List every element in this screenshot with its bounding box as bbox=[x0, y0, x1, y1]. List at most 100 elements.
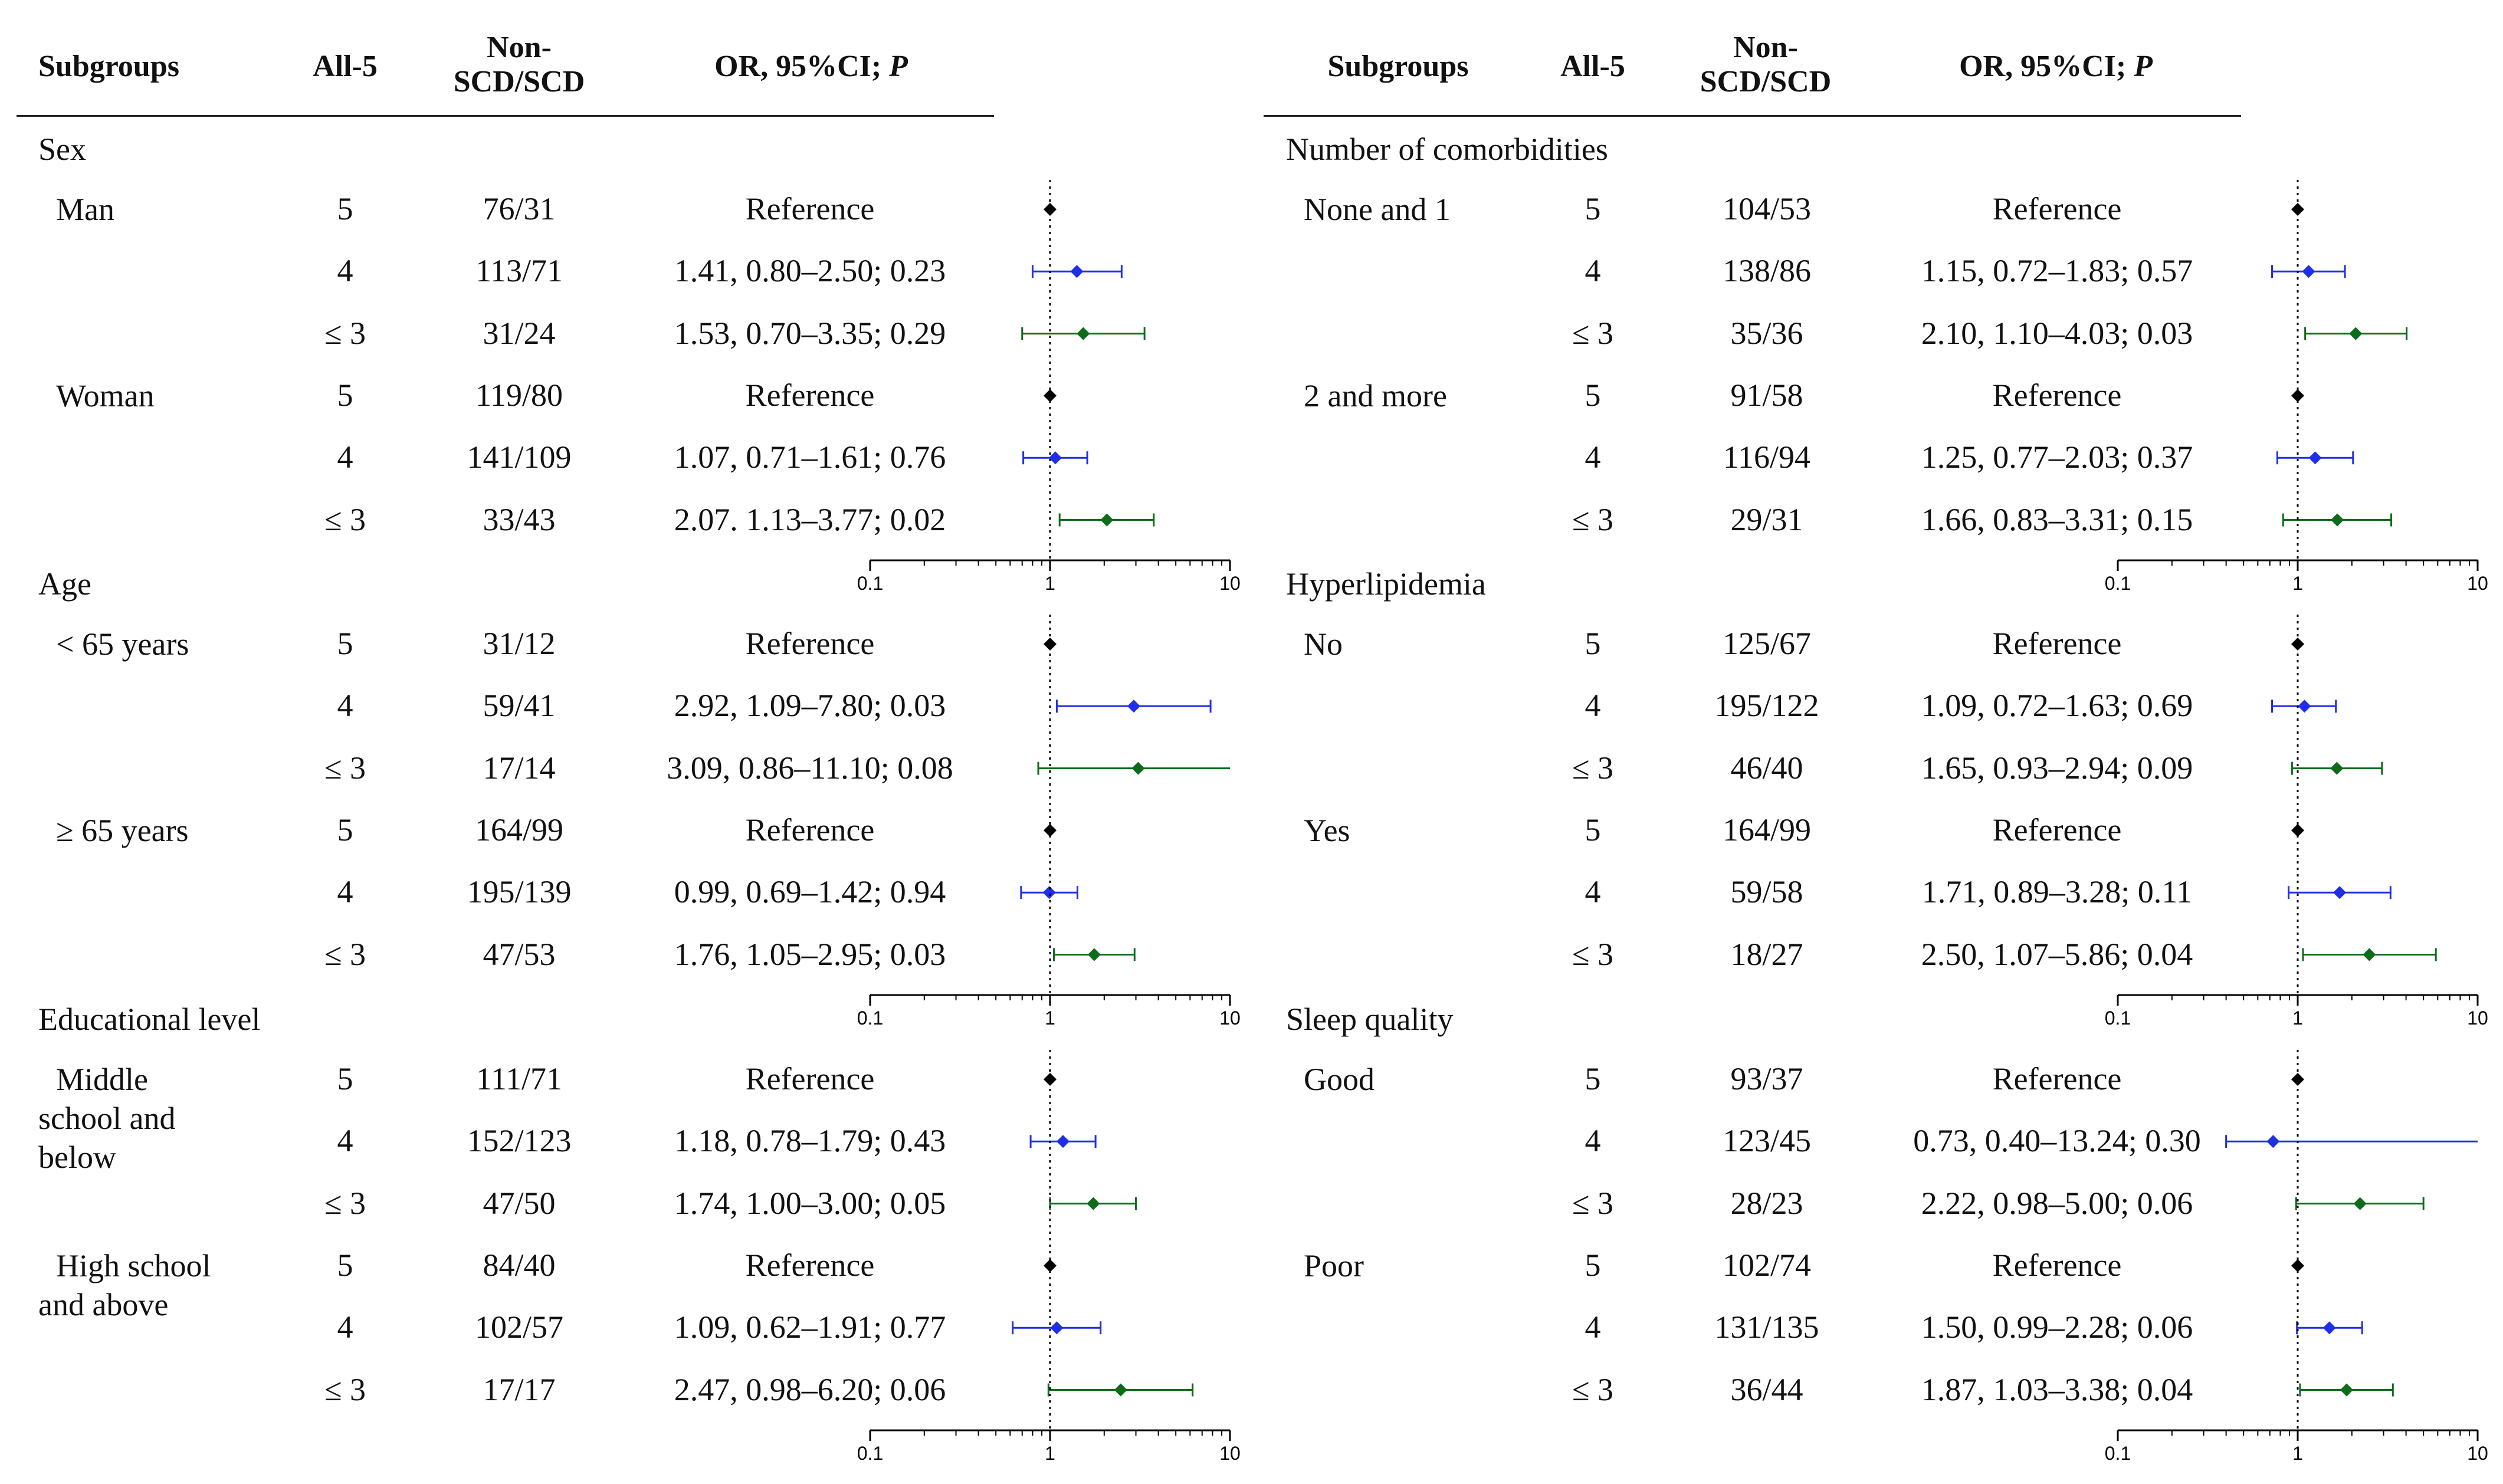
subgroup-label: None and 1 bbox=[1304, 190, 1451, 229]
all5-value: 4 bbox=[1585, 1309, 1601, 1345]
or-ci-p-value: 1.07, 0.71–1.61; 0.76 bbox=[674, 439, 946, 475]
or-ci-p-value: Reference bbox=[745, 191, 875, 226]
all5-value: ≤ 3 bbox=[324, 936, 366, 972]
or-ci-p-value: Reference bbox=[1992, 812, 2122, 848]
all5-value: ≤ 3 bbox=[324, 315, 366, 351]
all5-value: 4 bbox=[337, 439, 353, 475]
or-ci-p-value: 1.18, 0.78–1.79; 0.43 bbox=[674, 1123, 946, 1159]
subgroup-label: Poor bbox=[1304, 1246, 1364, 1285]
subgroup-label-line: Woman bbox=[56, 377, 155, 413]
x-tick-label: 10 bbox=[1219, 573, 1241, 594]
or-point bbox=[1087, 1197, 1100, 1210]
or-point bbox=[1070, 265, 1084, 278]
header-or: OR, 95%CI; P bbox=[631, 50, 991, 84]
nonscd-scd-count: 76/31 bbox=[483, 191, 556, 226]
nonscd-scd-count: 33/43 bbox=[483, 501, 556, 537]
header-nonscd-right: Non- SCD/SCD bbox=[1671, 31, 1860, 99]
or-point bbox=[1077, 327, 1090, 340]
all5-value: 5 bbox=[337, 1247, 353, 1283]
subgroup-label-line: Good bbox=[1304, 1062, 1374, 1097]
nonscd-scd-count: 125/67 bbox=[1722, 626, 1811, 661]
nonscd-scd-count: 119/80 bbox=[475, 377, 563, 413]
or-ci-p-value: 1.15, 0.72–1.83; 0.57 bbox=[1921, 253, 2193, 289]
x-tick-label: 1 bbox=[2292, 1007, 2303, 1029]
reference-marker bbox=[2291, 1073, 2304, 1086]
nonscd-scd-count: 195/122 bbox=[1714, 688, 1819, 724]
nonscd-scd-count: 195/139 bbox=[467, 874, 572, 910]
subgroup-label-line: Man bbox=[56, 192, 114, 227]
or-point bbox=[2340, 1383, 2353, 1397]
header-or-right-p: P bbox=[2134, 50, 2153, 83]
x-tick-label: 0.1 bbox=[857, 1007, 883, 1029]
section-title: Educational level bbox=[38, 1002, 261, 1037]
subgroup-label-line: 2 and more bbox=[1304, 377, 1447, 413]
nonscd-scd-count: 59/41 bbox=[483, 688, 556, 724]
x-tick-label: 10 bbox=[2467, 1007, 2488, 1029]
all5-value: 4 bbox=[1585, 1123, 1601, 1159]
all5-value: 5 bbox=[337, 626, 353, 661]
or-ci-p-value: 0.99, 0.69–1.42; 0.94 bbox=[674, 874, 946, 910]
x-tick-label: 0.1 bbox=[2105, 1443, 2131, 1464]
subgroup-label-line: No bbox=[1304, 626, 1343, 662]
subgroup-label: < 65 years bbox=[56, 625, 189, 664]
or-point bbox=[2330, 761, 2344, 775]
or-point bbox=[1114, 1383, 1127, 1397]
all5-value: 5 bbox=[1585, 626, 1601, 661]
or-point bbox=[2298, 700, 2311, 713]
header-all5: All-5 bbox=[313, 50, 378, 83]
reference-marker bbox=[1044, 203, 1057, 216]
subgroup-label-line: Yes bbox=[1304, 812, 1350, 848]
or-ci-p-value: 1.66, 0.83–3.31; 0.15 bbox=[1921, 501, 2193, 537]
or-point bbox=[1048, 451, 1062, 465]
or-ci-p-value: 2.10, 1.10–4.03; 0.03 bbox=[1921, 315, 2193, 351]
or-ci-p-value: Reference bbox=[1992, 1061, 2122, 1096]
all5-value: 5 bbox=[337, 1061, 353, 1096]
nonscd-scd-count: 138/86 bbox=[1722, 253, 1811, 289]
nonscd-scd-count: 91/58 bbox=[1730, 377, 1803, 413]
x-tick-label: 1 bbox=[1045, 573, 1055, 594]
or-point bbox=[1050, 1321, 1064, 1335]
nonscd-scd-count: 93/37 bbox=[1730, 1061, 1803, 1096]
all5-value: 4 bbox=[1585, 688, 1601, 724]
or-ci-p-value: Reference bbox=[745, 812, 875, 848]
nonscd-scd-count: 164/99 bbox=[1722, 812, 1811, 848]
subgroup-label: No bbox=[1304, 625, 1343, 664]
all5-value: 4 bbox=[337, 253, 353, 289]
or-ci-p-value: Reference bbox=[1992, 1247, 2122, 1283]
subgroup-label: Middle school and below bbox=[38, 1060, 175, 1177]
or-point bbox=[1131, 761, 1145, 775]
nonscd-scd-count: 141/109 bbox=[467, 439, 572, 475]
section-title: Sleep quality bbox=[1286, 1002, 1454, 1037]
x-tick-label: 0.1 bbox=[857, 1443, 883, 1464]
all5-value: ≤ 3 bbox=[1572, 1185, 1614, 1221]
subgroup-label: High school and above bbox=[38, 1246, 211, 1324]
all5-value: 5 bbox=[1585, 812, 1601, 848]
all5-value: 5 bbox=[1585, 1061, 1601, 1096]
or-ci-p-value: 1.53, 0.70–3.35; 0.29 bbox=[674, 315, 946, 351]
or-point bbox=[2363, 948, 2376, 961]
or-point bbox=[2322, 1321, 2336, 1335]
x-tick-label: 1 bbox=[2292, 1443, 2303, 1464]
subgroup-label: ≥ 65 years bbox=[56, 811, 189, 850]
subgroup-label-line: below bbox=[38, 1140, 116, 1175]
header-or-right-text: OR, 95%CI; bbox=[1959, 50, 2134, 83]
all5-value: ≤ 3 bbox=[324, 750, 366, 786]
or-ci-p-value: 1.09, 0.72–1.63; 0.69 bbox=[1921, 688, 2193, 724]
or-ci-p-value: Reference bbox=[745, 626, 875, 661]
or-ci-p-value: 1.71, 0.89–3.28; 0.11 bbox=[1921, 874, 2193, 910]
all5-value: ≤ 3 bbox=[1572, 750, 1614, 786]
header-nonscd-line1: Non- bbox=[487, 31, 552, 64]
or-ci-p-value: 3.09, 0.86–11.10; 0.08 bbox=[667, 750, 953, 786]
reference-marker bbox=[1044, 638, 1057, 651]
x-tick-label: 10 bbox=[1219, 1007, 1241, 1029]
nonscd-scd-count: 46/40 bbox=[1730, 750, 1803, 786]
all5-value: 4 bbox=[1585, 874, 1601, 910]
nonscd-scd-count: 18/27 bbox=[1730, 936, 1803, 972]
nonscd-scd-count: 47/53 bbox=[483, 936, 556, 972]
section-title: Hyperlipidemia bbox=[1286, 566, 1486, 602]
nonscd-scd-count: 35/36 bbox=[1730, 315, 1803, 351]
header-rule-left bbox=[17, 115, 994, 117]
subgroup-label-line: ≥ 65 years bbox=[56, 812, 189, 848]
nonscd-scd-count: 17/17 bbox=[483, 1371, 556, 1407]
